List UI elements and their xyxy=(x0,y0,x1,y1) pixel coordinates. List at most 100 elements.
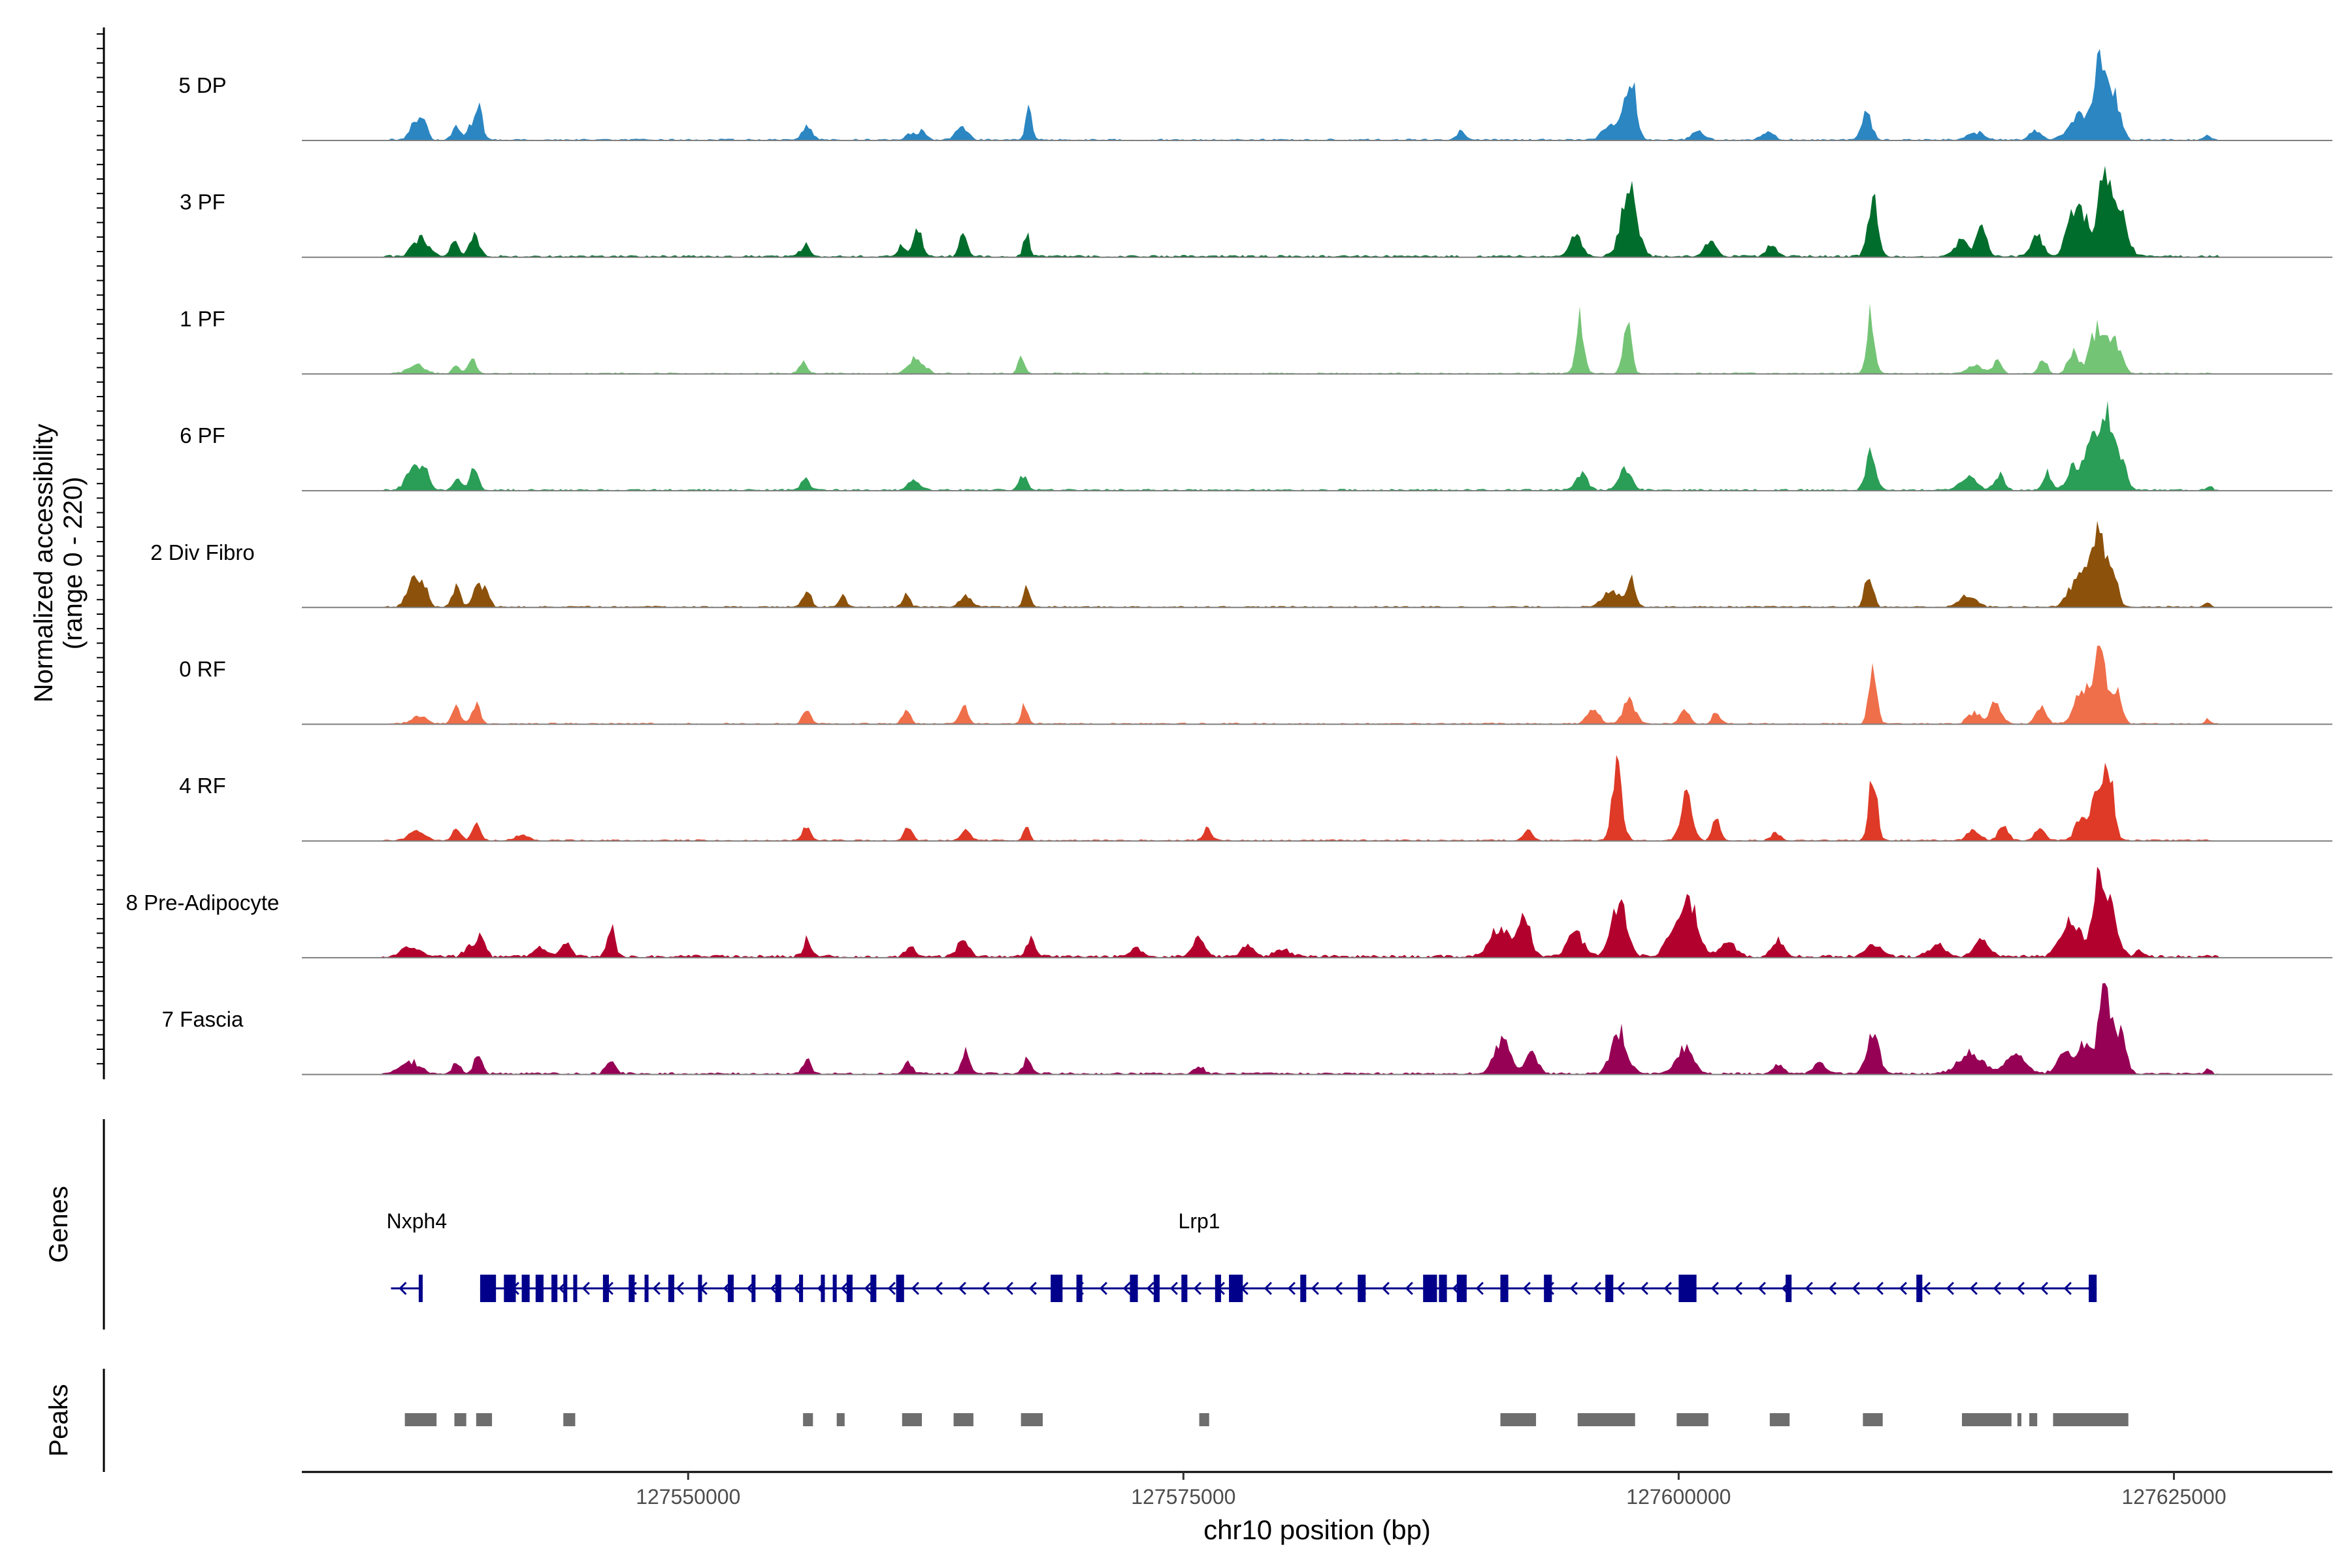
strand-chevron xyxy=(1969,1281,1978,1296)
strand-chevron xyxy=(2063,1281,2072,1296)
gene-exon xyxy=(870,1275,877,1302)
gene-exon xyxy=(751,1275,756,1302)
strand-chevron xyxy=(399,1281,407,1296)
strand-chevron xyxy=(1311,1281,1319,1296)
gene-exon xyxy=(1544,1275,1552,1302)
y-axis-title: Normalized accessibility xyxy=(29,424,58,703)
gene-exon xyxy=(1500,1275,1509,1302)
coverage-area xyxy=(302,303,2332,374)
x-axis-ticks: 127550000 127575000 127600000 127625000 xyxy=(636,1472,2227,1509)
strand-chevron xyxy=(864,1281,872,1296)
peak-region xyxy=(1021,1413,1043,1426)
track-label: 7 Fascia xyxy=(162,1007,244,1032)
gene-exon xyxy=(775,1275,781,1302)
peak-region xyxy=(836,1413,845,1426)
strand-chevron xyxy=(1616,1281,1625,1296)
strand-chevron xyxy=(2016,1281,2025,1296)
strand-chevron xyxy=(1993,1281,2001,1296)
track-8-pre-adipocyte: 8 Pre-Adipocyte xyxy=(126,866,2332,958)
gene-exon xyxy=(1358,1275,1366,1302)
strand-chevron xyxy=(1922,1281,1931,1296)
gene-exon xyxy=(573,1275,578,1302)
strand-chevron xyxy=(1710,1281,1719,1296)
strand-chevron xyxy=(2040,1281,2048,1296)
gene-exon xyxy=(1786,1275,1792,1302)
gene-lrp1: Lrp1 xyxy=(480,1209,2097,1302)
gene-exon xyxy=(1181,1275,1188,1302)
peaks-track xyxy=(404,1413,2129,1426)
track-label: 3 PF xyxy=(180,190,225,214)
gene-exon xyxy=(799,1275,804,1302)
peak-region xyxy=(803,1413,813,1426)
track-label: 0 RF xyxy=(179,657,226,681)
strand-chevron xyxy=(581,1281,590,1296)
peak-region xyxy=(953,1413,973,1426)
gene-exon xyxy=(1423,1275,1437,1302)
strand-chevron xyxy=(1899,1281,1907,1296)
gene-exon xyxy=(1130,1275,1138,1302)
strand-chevron xyxy=(887,1281,896,1296)
strand-chevron xyxy=(1405,1281,1413,1296)
gene-exon xyxy=(668,1275,675,1302)
peak-region xyxy=(902,1413,923,1426)
gene-exon xyxy=(1051,1275,1063,1302)
strand-chevron xyxy=(1663,1281,1672,1296)
strand-chevron xyxy=(1099,1281,1107,1296)
peak-region xyxy=(1863,1413,1883,1426)
gene-exon xyxy=(602,1275,609,1302)
gene-exon xyxy=(896,1275,904,1302)
track-label: 4 RF xyxy=(179,774,226,798)
gene-exon xyxy=(1153,1275,1160,1302)
x-axis-tick-label: 127600000 xyxy=(1626,1485,1731,1509)
coverage-area xyxy=(302,521,2332,608)
track-5-dp: 5 DP xyxy=(178,49,2332,141)
genes-track-title: Genes xyxy=(44,1186,73,1263)
genes-track: Nxph4 Lrp1 xyxy=(387,1209,2097,1302)
track-3-pf: 3 PF xyxy=(180,165,2332,258)
x-axis-tick-label: 127625000 xyxy=(2121,1485,2226,1509)
strand-chevron xyxy=(1146,1281,1154,1296)
peak-region xyxy=(1199,1413,1209,1426)
peak-region xyxy=(476,1413,493,1426)
gene-exon xyxy=(644,1275,649,1302)
strand-chevron xyxy=(1875,1281,1884,1296)
strand-chevron xyxy=(1946,1281,1954,1296)
gene-label: Lrp1 xyxy=(1179,1209,1220,1233)
strand-chevron xyxy=(1005,1281,1013,1296)
strand-chevron xyxy=(958,1281,966,1296)
coverage-area xyxy=(302,49,2332,140)
strand-chevron xyxy=(1334,1281,1343,1296)
track-label: 6 PF xyxy=(180,423,225,448)
gene-exon xyxy=(1076,1275,1083,1302)
peak-region xyxy=(1961,1413,2012,1426)
coverage-area xyxy=(302,645,2332,725)
coverage-area xyxy=(302,400,2332,491)
gene-exon xyxy=(1439,1275,1447,1302)
gene-exon xyxy=(1605,1275,1614,1302)
track-4-rf: 4 RF xyxy=(179,755,2332,842)
strand-chevron xyxy=(1287,1281,1296,1296)
gene-exon xyxy=(504,1275,516,1302)
gene-exon xyxy=(1678,1275,1697,1302)
coverage-tracks: 5 DP 3 PF 1 PF 6 PF 2 Div Fibro 0 RF 4 RF 8 Pre… xyxy=(126,49,2332,1075)
coverage-area xyxy=(302,165,2332,257)
gene-exon xyxy=(563,1275,568,1302)
coverage-y-axis-ticks xyxy=(97,33,104,1065)
strand-chevron xyxy=(911,1281,919,1296)
gene-exon xyxy=(1300,1275,1307,1302)
strand-chevron xyxy=(1381,1281,1390,1296)
strand-chevron xyxy=(1828,1281,1837,1296)
peak-region xyxy=(2017,1413,2021,1426)
gene-exon xyxy=(698,1275,702,1302)
strand-chevron xyxy=(1593,1281,1601,1296)
peak-region xyxy=(1577,1413,1635,1426)
peak-region xyxy=(2029,1413,2038,1426)
gene-label: Nxph4 xyxy=(387,1209,448,1233)
coverage-area xyxy=(302,983,2332,1075)
gene-exon xyxy=(821,1275,825,1302)
gene-nxph4: Nxph4 xyxy=(387,1209,448,1302)
strand-chevron xyxy=(676,1281,684,1296)
peak-region xyxy=(1500,1413,1537,1426)
track-0-rf: 0 RF xyxy=(179,645,2332,725)
